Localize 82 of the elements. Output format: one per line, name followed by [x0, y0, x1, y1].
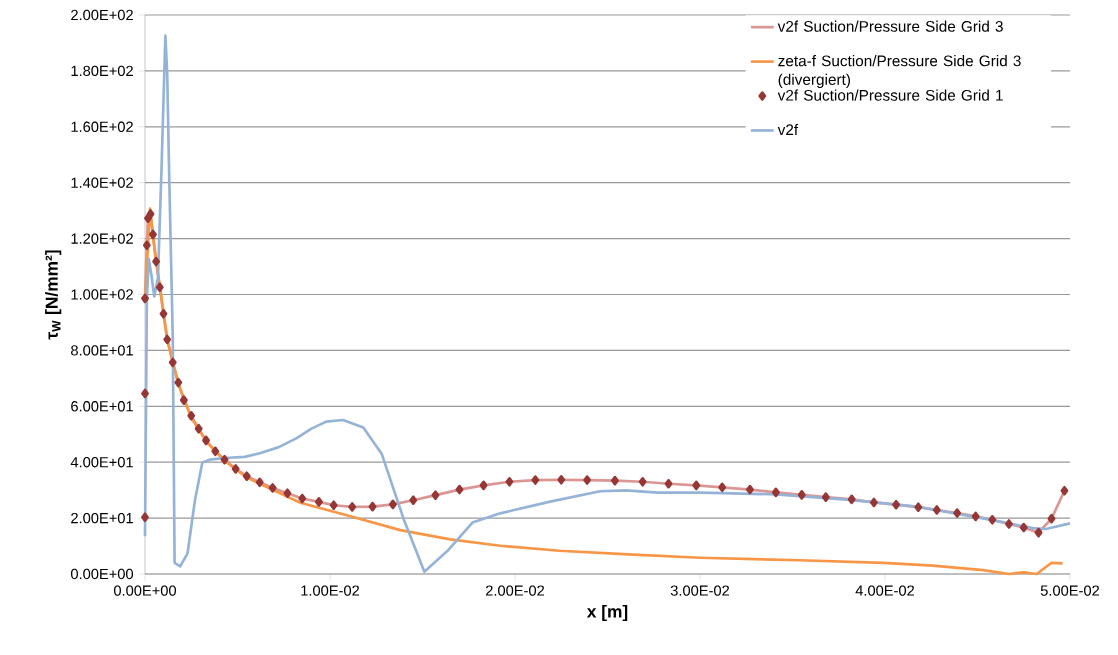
point — [242, 471, 251, 481]
point — [1034, 527, 1043, 538]
point — [141, 512, 149, 523]
point — [368, 501, 377, 512]
point — [1019, 522, 1028, 533]
x-axis-title: x [m] — [586, 604, 628, 622]
point — [174, 377, 183, 388]
y-tick-label: 2.00E+01 — [71, 512, 133, 524]
point — [531, 475, 540, 485]
point — [141, 293, 149, 304]
point — [231, 464, 240, 474]
point — [664, 478, 673, 489]
x-tick-label: 0.00E+00 — [113, 585, 177, 596]
point — [211, 446, 220, 457]
x-tick-label: 1.00E-02 — [301, 585, 360, 596]
point — [268, 483, 277, 493]
point — [692, 480, 701, 491]
point — [583, 475, 592, 485]
point — [479, 480, 488, 491]
point — [953, 508, 962, 518]
point — [610, 475, 619, 486]
legend-label: v2f Suction/Pressure Side Grid 1 — [777, 89, 1003, 101]
point — [771, 487, 780, 498]
y-axis-title: τ$_{W}$ [N/mm²] — [45, 250, 62, 340]
y-tick-label: 1.80E+02 — [71, 65, 133, 77]
point — [314, 497, 323, 507]
y-tick-label: 1.60E+02 — [71, 121, 133, 132]
y-tick-label: 6.00E+01 — [71, 401, 133, 412]
point — [329, 500, 338, 511]
point — [159, 308, 168, 319]
y-tick-label: 8.00E+01 — [71, 345, 133, 356]
point — [914, 502, 923, 512]
point — [431, 490, 440, 500]
point — [220, 454, 229, 465]
point — [869, 497, 878, 508]
y-tick-label: 2.00E+02 — [71, 9, 133, 21]
y-tick-label: 0.00E+00 — [70, 568, 134, 580]
y-tick-label: 4.00E+01 — [70, 457, 133, 468]
point — [152, 256, 161, 267]
point — [638, 476, 647, 487]
point — [163, 334, 172, 345]
x-tick-label: 3.00E-02 — [670, 585, 730, 596]
point — [155, 282, 164, 293]
point — [892, 499, 901, 510]
x-tick-label: 2.00E-02 — [485, 585, 545, 596]
point — [505, 476, 514, 487]
point — [298, 493, 307, 504]
point — [388, 499, 397, 510]
point — [718, 482, 727, 493]
point — [932, 505, 941, 515]
x-tick-label: 4.00E-02 — [855, 585, 915, 596]
point — [194, 423, 203, 434]
point — [557, 474, 566, 485]
point — [255, 477, 264, 488]
point — [141, 388, 149, 399]
point — [409, 495, 418, 506]
point — [1047, 513, 1056, 524]
legend-label: v2f Suction/Pressure Side Grid 3 — [777, 20, 1003, 32]
point — [971, 511, 980, 522]
point — [821, 492, 830, 502]
point — [1060, 485, 1069, 496]
point — [455, 484, 464, 495]
point — [179, 395, 188, 405]
point — [847, 494, 856, 505]
point — [202, 435, 210, 446]
legend-label: zeta-f Suction/Pressure Side Grid 3 (divergiert) — [778, 55, 1021, 88]
point — [746, 484, 754, 495]
point — [146, 209, 155, 219]
point — [797, 490, 806, 500]
point — [988, 514, 997, 525]
point — [348, 502, 357, 512]
point — [1005, 519, 1013, 529]
point — [283, 488, 292, 499]
y-tick-label: 1.20E+02 — [71, 233, 133, 244]
point — [168, 357, 177, 368]
legend-label: v2f — [777, 123, 799, 136]
y-tick-label: 1.00E+02 — [71, 289, 133, 300]
point — [187, 410, 196, 421]
x-tick-label: 5.00E-02 — [1040, 585, 1100, 596]
point — [142, 240, 151, 251]
point — [149, 229, 157, 240]
y-tick-label: 1.40E+02 — [71, 177, 133, 188]
